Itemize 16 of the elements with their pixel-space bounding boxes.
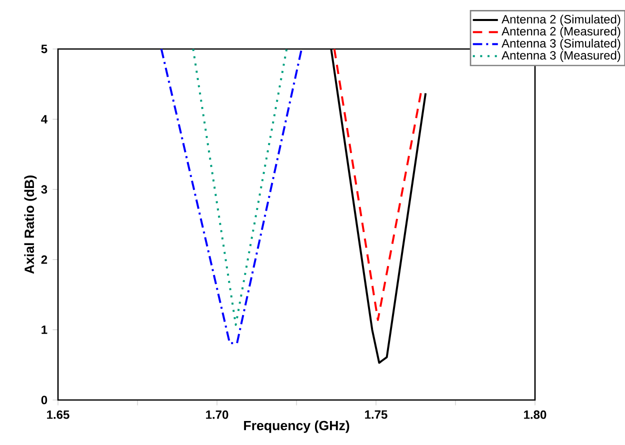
y-tick-label: 4 [41, 115, 48, 124]
legend-label: Antenna 3 (Simulated) [502, 38, 620, 50]
x-tick-label: 1.65 [47, 410, 70, 419]
legend-label: Antenna 2 (Simulated) [502, 14, 620, 26]
x-tick-label: 1.70 [206, 410, 228, 419]
legend-label: Antenna 2 (Measured) [502, 26, 620, 38]
x-tick-label: 1.75 [365, 410, 388, 419]
y-axis-title: Axial Ratio (dB) [24, 176, 37, 274]
legend-label: Antenna 3 (Measured) [502, 50, 620, 62]
y-tick-label: 1 [42, 326, 48, 334]
y-tick-label: 0 [41, 396, 48, 404]
y-tick-label: 5 [41, 44, 48, 54]
x-tick-label: 1.80 [524, 410, 546, 419]
x-axis-title: Frequency (GHz) [244, 420, 350, 433]
y-tick-label: 2 [41, 255, 48, 264]
y-tick-label: 3 [41, 185, 48, 194]
